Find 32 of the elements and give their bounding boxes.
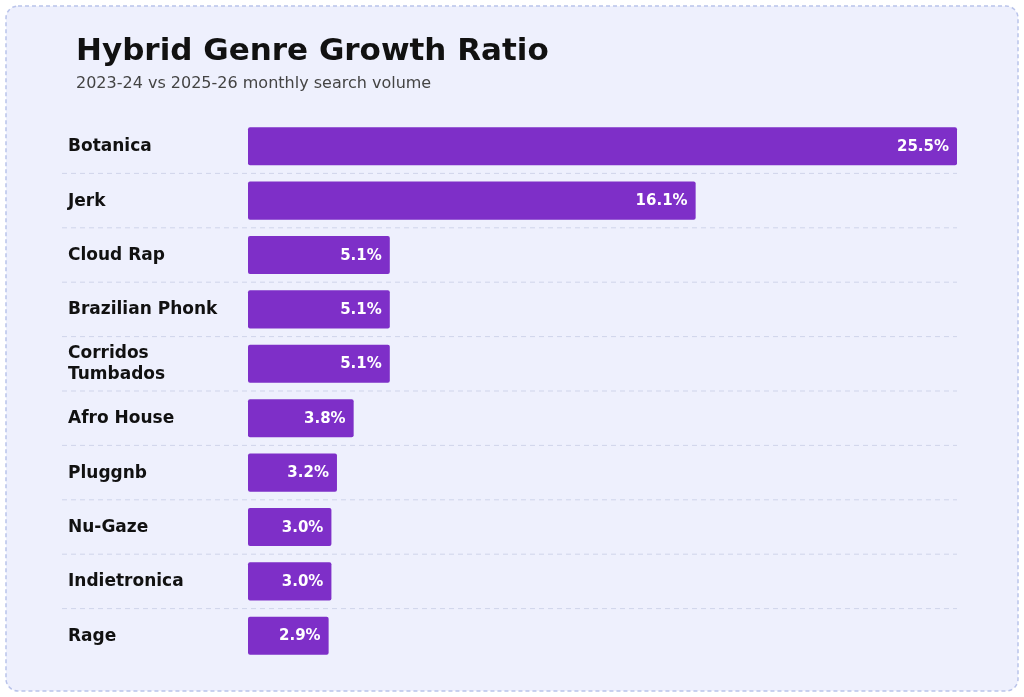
data-label: 3.0%	[281, 571, 324, 590]
data-label: 2.9%	[279, 626, 321, 645]
data-label: 16.1%	[635, 191, 688, 210]
chart-title: Hybrid Genre Growth Ratio	[76, 31, 549, 67]
data-label: 25.5%	[896, 136, 949, 155]
y-tick-label: Corridos Tumbados	[68, 342, 166, 384]
bar	[248, 453, 337, 492]
bar	[248, 507, 332, 547]
y-tick-label: Rage	[68, 624, 117, 645]
bar	[248, 181, 696, 220]
y-tick-label: Pluggnb	[68, 461, 147, 482]
y-tick-label: Botanica	[68, 135, 152, 156]
bar	[248, 290, 390, 329]
y-tick-label: Nu-Gaze	[68, 516, 149, 536]
chart-subtitle: 2023-24 vs 2025-26 monthly search volume	[76, 73, 432, 92]
y-tick-label: Afro House	[68, 407, 175, 428]
bar	[248, 399, 354, 438]
y-tick-label: Brazilian Phonk	[68, 298, 219, 319]
data-label: 3.2%	[287, 463, 329, 482]
bar	[248, 235, 390, 275]
bar	[248, 616, 329, 655]
bar	[248, 127, 957, 166]
data-label: 3.0%	[281, 517, 324, 536]
y-tick-label: Indietronica	[68, 570, 184, 591]
y-tick-label: Cloud Rap	[68, 244, 165, 264]
bar	[248, 344, 390, 383]
data-label: 5.1%	[340, 299, 382, 318]
data-label: 5.1%	[340, 245, 382, 264]
y-tick-label: Jerk	[67, 189, 107, 210]
data-label: 3.8%	[304, 408, 346, 427]
bar	[248, 562, 332, 601]
data-label: 5.1%	[340, 354, 382, 373]
